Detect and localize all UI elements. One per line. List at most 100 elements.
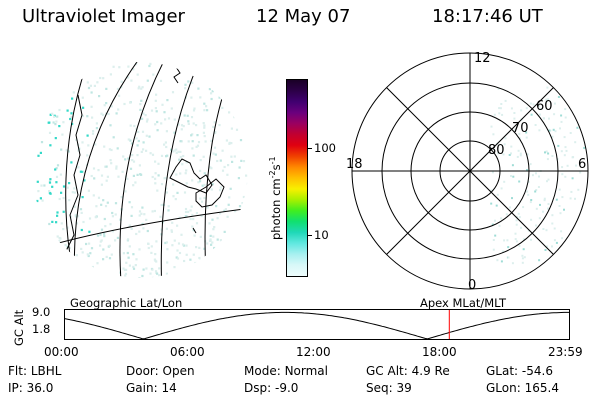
date-label: 12 May 07 — [256, 6, 351, 27]
speckle — [538, 259, 541, 262]
speckle — [211, 90, 214, 93]
speckle — [522, 206, 525, 209]
speckle — [131, 159, 134, 162]
lat-label-70: 70 — [512, 121, 529, 136]
speckle — [82, 171, 85, 174]
speckle — [108, 257, 112, 260]
speckle — [75, 138, 78, 141]
speckle — [492, 248, 495, 251]
speckle — [99, 76, 102, 80]
speckle — [58, 239, 61, 242]
speckle — [93, 84, 96, 87]
speckle — [69, 117, 72, 121]
speckle — [571, 156, 574, 159]
polar-emission-speckles — [490, 86, 588, 265]
speckle — [58, 108, 61, 112]
speckle — [139, 173, 142, 176]
speckle — [579, 171, 582, 174]
speckle — [73, 191, 76, 194]
status-filter: Flt: LBHL — [8, 364, 62, 378]
speckle — [114, 202, 118, 205]
speckle — [54, 137, 57, 140]
x-tick-label: 18:00 — [422, 345, 457, 359]
speckle — [132, 68, 135, 71]
speckle — [141, 86, 144, 89]
speckle — [202, 131, 205, 134]
speckle — [90, 105, 93, 108]
speckle — [179, 155, 182, 159]
speckle — [171, 91, 175, 94]
speckle — [54, 123, 57, 126]
speckle — [209, 239, 212, 242]
speckle — [132, 160, 136, 163]
speckle — [102, 199, 105, 202]
speckle — [233, 155, 236, 158]
speckle — [109, 223, 112, 226]
speckle — [191, 225, 194, 228]
speckle — [542, 117, 545, 120]
speckle — [185, 182, 188, 185]
speckle — [238, 205, 242, 208]
speckle — [517, 212, 520, 215]
speckle — [100, 112, 103, 115]
emission-speckles — [36, 62, 248, 278]
speckle — [105, 165, 108, 168]
speckle — [234, 210, 237, 213]
speckle — [105, 102, 108, 105]
speckle — [116, 147, 119, 150]
speckle — [135, 232, 138, 236]
speckle — [190, 205, 193, 208]
speckle — [102, 248, 105, 251]
speckle — [515, 240, 518, 243]
speckle — [503, 143, 506, 146]
speckle — [517, 149, 520, 152]
speckle — [85, 242, 88, 246]
speckle — [79, 208, 83, 211]
speckle — [55, 167, 58, 170]
speckle — [86, 253, 89, 256]
speckle — [210, 243, 213, 246]
speckle — [111, 211, 114, 215]
speckle — [560, 114, 563, 117]
speckle — [127, 65, 130, 68]
speckle — [184, 210, 188, 214]
speckle — [112, 136, 115, 139]
speckle — [48, 222, 51, 226]
y-tick-label-top: 9.0 — [32, 305, 51, 319]
speckle — [154, 253, 157, 256]
speckle — [555, 241, 558, 244]
speckle — [503, 239, 506, 242]
speckle — [515, 215, 518, 218]
speckle — [125, 268, 128, 271]
speckle — [195, 124, 198, 127]
speckle — [205, 105, 208, 108]
mlt-label-6: 6 — [578, 157, 586, 172]
speckle — [216, 159, 219, 163]
speckle — [515, 223, 518, 226]
speckle — [179, 140, 182, 143]
speckle — [537, 186, 540, 188]
speckle — [242, 160, 246, 163]
speckle — [561, 196, 564, 199]
speckle — [163, 111, 166, 114]
speckle — [96, 81, 99, 84]
speckle — [546, 100, 549, 103]
speckle — [211, 218, 214, 221]
speckle — [132, 265, 135, 268]
speckle — [210, 97, 213, 101]
speckle — [144, 114, 147, 117]
speckle — [491, 223, 494, 226]
status-door: Door: Open — [126, 364, 195, 378]
speckle — [213, 226, 216, 229]
speckle — [230, 155, 233, 158]
speckle — [111, 215, 114, 218]
speckle — [239, 139, 243, 142]
speckle — [221, 149, 224, 152]
speckle — [95, 127, 98, 130]
speckle — [176, 224, 179, 227]
speckle — [137, 130, 140, 134]
speckle — [47, 121, 50, 124]
speckle — [500, 260, 503, 263]
x-tick-label: 06:00 — [170, 345, 205, 359]
speckle — [230, 127, 233, 130]
